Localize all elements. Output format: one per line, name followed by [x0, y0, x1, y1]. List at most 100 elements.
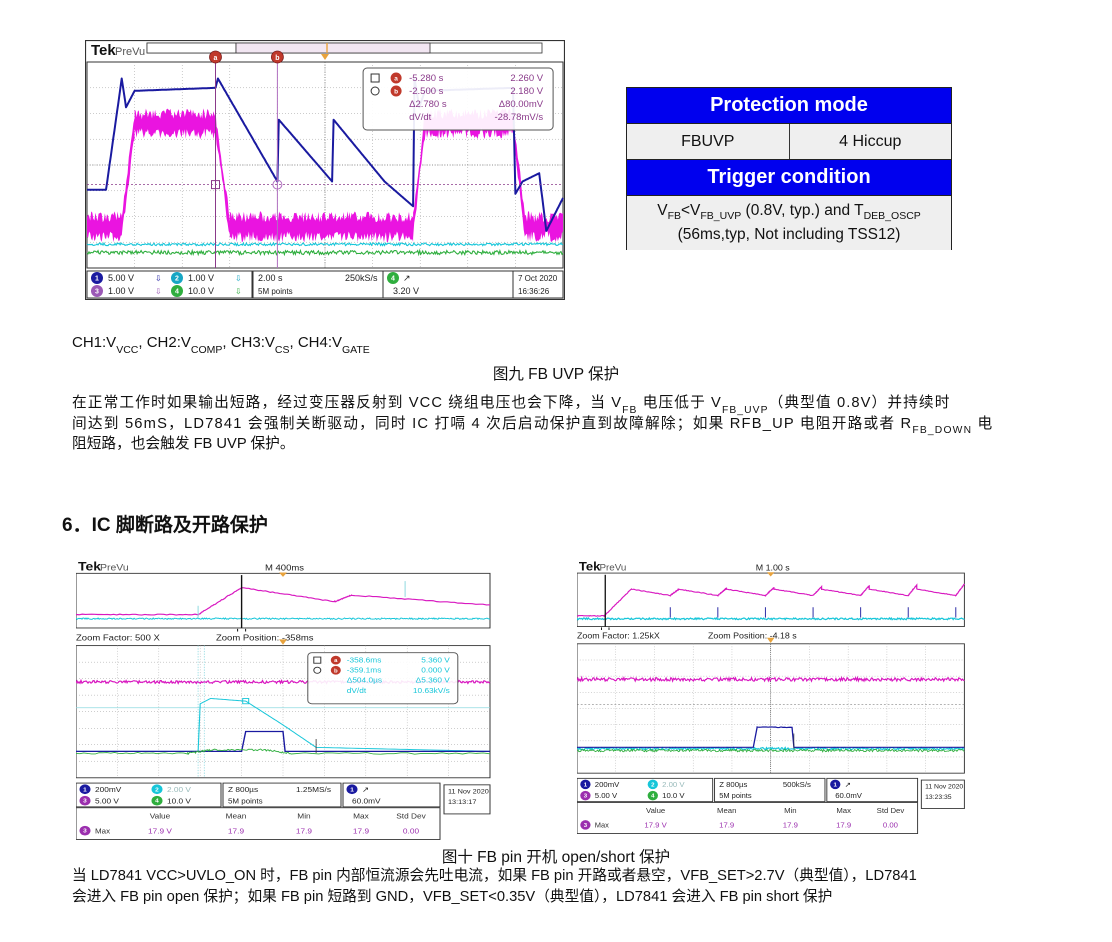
svg-text:Max: Max [595, 821, 610, 830]
svg-text:Zoom Position: -4.18 s: Zoom Position: -4.18 s [708, 631, 797, 641]
svg-text:Max: Max [95, 827, 110, 835]
svg-text:5M points: 5M points [258, 287, 293, 296]
svg-text:17.9: 17.9 [353, 827, 369, 835]
svg-text:60.0mV: 60.0mV [835, 791, 862, 800]
svg-text:10.0 V: 10.0 V [167, 797, 192, 805]
svg-text:Value: Value [150, 812, 171, 820]
svg-text:0.000 V: 0.000 V [421, 666, 450, 674]
svg-text:a: a [214, 55, 218, 62]
svg-text:PreVu: PreVu [599, 563, 626, 574]
svg-text:Tek: Tek [78, 561, 102, 573]
svg-text:a: a [394, 76, 398, 83]
svg-text:PreVu: PreVu [115, 46, 145, 58]
svg-text:4: 4 [175, 289, 179, 296]
svg-text:17.9: 17.9 [296, 827, 312, 835]
svg-text:17.9: 17.9 [719, 821, 734, 830]
svg-text:1: 1 [95, 276, 99, 283]
svg-text:Tek: Tek [579, 561, 601, 573]
svg-text:Min: Min [297, 812, 310, 820]
svg-text:⇩: ⇩ [155, 274, 162, 283]
svg-text:3: 3 [83, 798, 87, 805]
svg-text:4: 4 [391, 276, 395, 283]
svg-text:-2.500 s: -2.500 s [409, 86, 444, 97]
svg-text:17.9: 17.9 [783, 821, 798, 830]
svg-text:dV/dt: dV/dt [409, 112, 432, 123]
svg-text:3: 3 [83, 828, 87, 835]
svg-text:⇩: ⇩ [235, 287, 242, 296]
svg-text:dV/dt: dV/dt [347, 687, 367, 695]
svg-text:b: b [334, 669, 338, 675]
svg-text:↗: ↗ [362, 785, 369, 793]
svg-text:M 1.00 s: M 1.00 s [756, 563, 790, 573]
svg-text:Δ2.780 s: Δ2.780 s [409, 99, 447, 110]
svg-text:4: 4 [155, 798, 159, 805]
svg-text:17.9: 17.9 [228, 827, 244, 835]
svg-text:Min: Min [784, 806, 796, 815]
svg-text:5.00 V: 5.00 V [108, 273, 134, 283]
svg-text:↗: ↗ [845, 780, 851, 789]
svg-text:2.00 V: 2.00 V [662, 780, 684, 789]
svg-text:250kS/s: 250kS/s [345, 273, 378, 283]
svg-text:0.00: 0.00 [403, 827, 420, 835]
svg-text:Max: Max [836, 806, 851, 815]
svg-text:16:36:26: 16:36:26 [518, 287, 550, 296]
svg-text:200mV: 200mV [595, 780, 620, 789]
svg-text:5M points: 5M points [228, 797, 263, 805]
svg-text:⇩: ⇩ [155, 287, 162, 296]
svg-text:5.00 V: 5.00 V [95, 797, 120, 805]
svg-text:1.00 V: 1.00 V [188, 273, 214, 283]
svg-text:0.00: 0.00 [883, 821, 898, 830]
svg-text:Z 800µs: Z 800µs [719, 780, 747, 789]
svg-text:Δ80.00mV: Δ80.00mV [499, 99, 544, 110]
svg-text:-359.1ms: -359.1ms [347, 666, 382, 674]
svg-text:b: b [394, 89, 398, 96]
svg-text:10.63kV/s: 10.63kV/s [413, 687, 450, 695]
svg-text:Mean: Mean [717, 806, 736, 815]
svg-text:5.00 V: 5.00 V [595, 791, 617, 800]
svg-text:Zoom Factor: 1.25kX: Zoom Factor: 1.25kX [577, 631, 660, 641]
svg-text:Std Dev: Std Dev [396, 812, 426, 820]
svg-text:2.00 s: 2.00 s [258, 273, 283, 283]
svg-text:17.9: 17.9 [836, 821, 851, 830]
svg-text:2.00 V: 2.00 V [167, 785, 192, 793]
svg-text:2.260 V: 2.260 V [510, 73, 543, 84]
svg-text:1: 1 [83, 787, 87, 794]
svg-text:Δ504.0µs: Δ504.0µs [347, 676, 382, 684]
svg-text:2: 2 [155, 787, 159, 794]
svg-text:Std Dev: Std Dev [877, 806, 905, 815]
svg-text:11 Nov 2020: 11 Nov 2020 [925, 784, 963, 791]
svg-text:10.0 V: 10.0 V [662, 791, 684, 800]
svg-text:Value: Value [646, 806, 665, 815]
svg-text:3.20 V: 3.20 V [393, 286, 419, 296]
svg-text:Z 800µs: Z 800µs [228, 785, 258, 793]
svg-text:-28.78mV/s: -28.78mV/s [495, 112, 544, 123]
svg-text:↗: ↗ [403, 273, 411, 283]
svg-text:11 Nov 2020: 11 Nov 2020 [448, 789, 489, 796]
svg-text:Max: Max [353, 812, 369, 820]
svg-text:Zoom Factor: 500 X: Zoom Factor: 500 X [76, 633, 160, 642]
svg-text:2: 2 [175, 276, 179, 283]
svg-text:5M points: 5M points [719, 791, 752, 800]
svg-text:b: b [275, 55, 279, 62]
svg-text:10.0 V: 10.0 V [188, 286, 214, 296]
svg-text:1.00 V: 1.00 V [108, 286, 134, 296]
svg-text:3: 3 [95, 289, 99, 296]
svg-text:Δ5.360 V: Δ5.360 V [416, 676, 451, 684]
svg-text:⇩: ⇩ [235, 274, 242, 283]
svg-text:2.180 V: 2.180 V [510, 86, 543, 97]
svg-text:1: 1 [350, 787, 354, 794]
svg-text:7 Oct 2020: 7 Oct 2020 [518, 274, 558, 283]
svg-text:13:13:17: 13:13:17 [448, 800, 477, 807]
svg-text:PreVu: PreVu [100, 563, 129, 573]
svg-text:17.9 V: 17.9 V [148, 827, 173, 835]
svg-text:1.25MS/s: 1.25MS/s [296, 785, 331, 793]
svg-text:60.0mV: 60.0mV [352, 797, 381, 805]
svg-text:-358.6ms: -358.6ms [347, 656, 382, 664]
svg-text:17.9 V: 17.9 V [644, 821, 666, 830]
svg-text:Tek: Tek [91, 42, 116, 59]
svg-text:Zoom Position: -358ms: Zoom Position: -358ms [216, 633, 314, 642]
svg-text:5.360 V: 5.360 V [421, 656, 450, 664]
svg-text:13:23:35: 13:23:35 [925, 794, 952, 801]
svg-text:500kS/s: 500kS/s [783, 780, 811, 789]
svg-text:200mV: 200mV [95, 785, 122, 793]
